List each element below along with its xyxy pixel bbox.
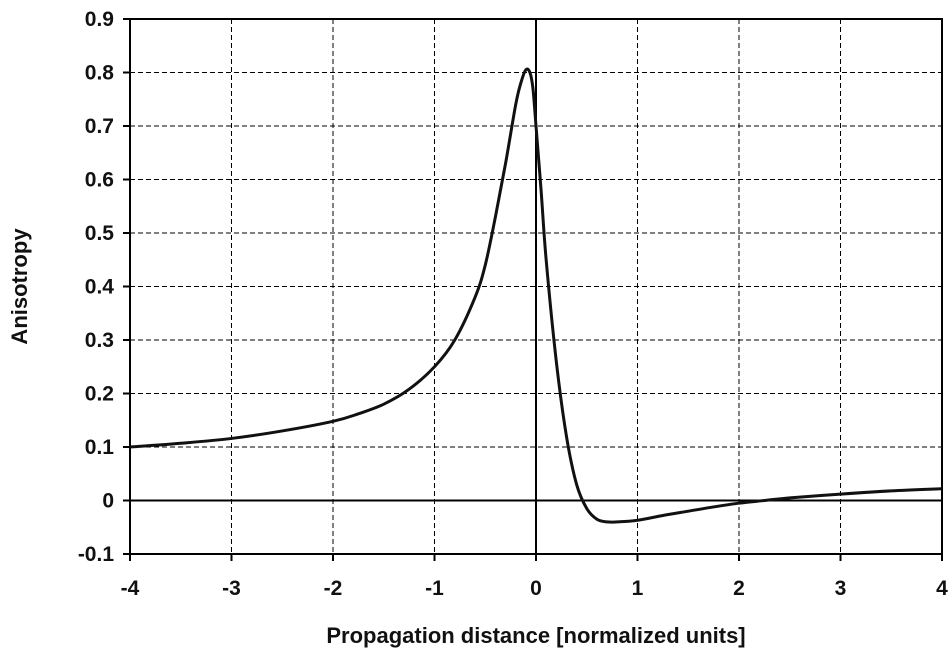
y-tick-label: 0.6 — [85, 169, 114, 192]
y-tick-label: -0.1 — [78, 543, 115, 566]
grid-lines — [123, 18, 943, 561]
x-tick-label: 2 — [733, 577, 745, 600]
x-tick-label: -4 — [121, 577, 140, 600]
x-tick-labels: -4 -3 -2 -1 0 1 2 3 4 — [121, 577, 949, 600]
x-tick-label: -1 — [425, 577, 444, 600]
y-tick-label: 0.9 — [85, 8, 114, 31]
y-tick-label: 0.2 — [85, 383, 114, 406]
y-tick-label: 0.8 — [85, 62, 115, 85]
x-axis-title: Propagation distance [normalized units] — [326, 623, 745, 648]
y-tick-label: 0.7 — [85, 115, 114, 138]
x-tick-label: 4 — [936, 577, 948, 600]
y-tick-label: 0 — [102, 490, 114, 513]
x-tick-label: -3 — [222, 577, 241, 600]
x-tick-label: -2 — [324, 577, 343, 600]
x-tick-label: 1 — [632, 577, 644, 600]
y-tick-label: 0.5 — [85, 222, 115, 245]
x-tick-label: 3 — [835, 577, 847, 600]
y-tick-label: 0.3 — [85, 329, 114, 352]
plot-frame — [129, 18, 943, 555]
y-axis-title: Anisotropy — [7, 228, 32, 345]
y-tick-label: 0.4 — [85, 276, 115, 299]
y-tick-label: 0.1 — [85, 436, 115, 459]
x-tick-label: 0 — [530, 577, 542, 600]
y-tick-labels: -0.1 0 0.1 0.2 0.3 0.4 0.5 0.6 0.7 0.8 0.9 — [78, 8, 115, 566]
series-line — [129, 67, 943, 524]
